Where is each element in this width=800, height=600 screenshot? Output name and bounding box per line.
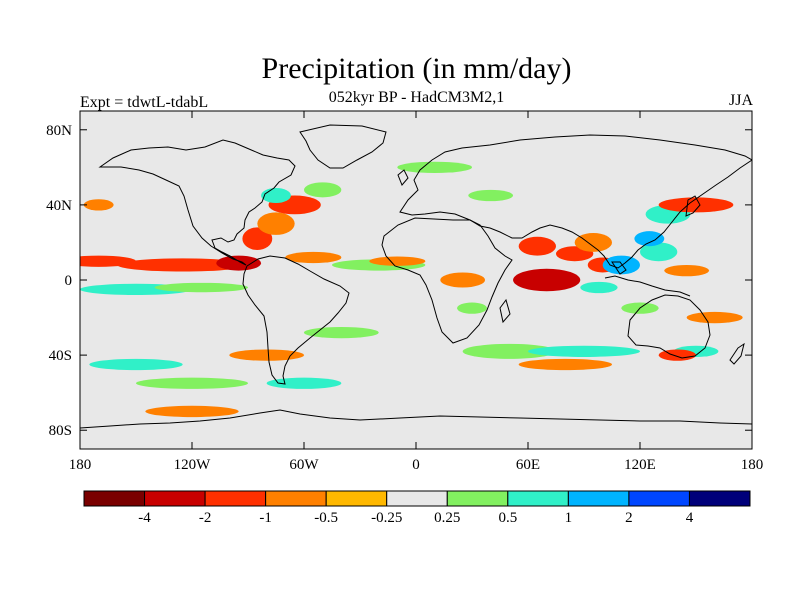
anomaly-region	[574, 233, 612, 252]
anomaly-region	[117, 258, 248, 272]
lon-label: 180	[69, 457, 92, 473]
colorbar-label: 0.5	[498, 510, 517, 526]
anomaly-region	[518, 236, 556, 256]
anomaly-region	[664, 264, 710, 277]
colorbar-swatch	[265, 490, 327, 507]
coast-australia	[627, 294, 711, 359]
anomaly-region	[145, 405, 239, 418]
coast-japan	[685, 195, 701, 217]
colorbar-swatch	[204, 490, 267, 507]
coast-north-america	[98, 139, 296, 266]
anomaly-region	[468, 189, 514, 202]
colorbar-swatch	[83, 490, 146, 507]
anomaly-region	[518, 358, 612, 371]
anomaly-region	[457, 302, 487, 314]
colorbar-swatch	[688, 490, 751, 507]
colorbar-swatch	[446, 490, 509, 507]
anomaly-region	[513, 268, 581, 292]
chart-title: Precipitation (in mm/day)	[261, 52, 572, 85]
colorbar-label: 2	[625, 510, 633, 526]
coast-eurasia	[399, 134, 752, 269]
coast-africa	[381, 217, 513, 344]
anomaly-region	[440, 272, 486, 288]
anomaly-region	[462, 343, 556, 359]
lon-label: 120E	[624, 457, 656, 473]
colorbar-swatch	[325, 490, 388, 507]
latitude-labels: 80N 40N 0 40S 80S	[46, 123, 72, 439]
coast-new-zealand	[729, 342, 745, 365]
anomaly-region	[261, 187, 291, 204]
anomaly-region	[89, 358, 183, 371]
anomaly-region	[658, 349, 696, 361]
anomaly-region	[580, 281, 618, 294]
anomaly-region	[242, 227, 273, 250]
season-label: JJA	[728, 92, 753, 109]
colorbar-label: -4	[138, 510, 151, 526]
colorbar-label: -2	[199, 510, 212, 526]
anomaly-region	[266, 377, 342, 389]
coast-greenland	[299, 124, 387, 169]
map-background	[80, 111, 752, 449]
axis-ticks	[79, 111, 753, 449]
coast-maritime-continent	[604, 261, 691, 297]
colorbar-label: 0.25	[434, 510, 460, 526]
colorbar-swatch	[386, 490, 448, 507]
lat-label: 0	[65, 273, 73, 289]
coast-antarctica	[80, 409, 752, 429]
anomaly-layer	[80, 161, 743, 418]
anomaly-region	[528, 345, 640, 357]
lon-label: 60E	[516, 457, 540, 473]
anomaly-region	[304, 182, 342, 198]
colorbar-label: 4	[686, 510, 694, 526]
colorbar	[83, 490, 751, 507]
anomaly-region	[304, 326, 379, 339]
colorbar-labels: -4 -2 -1 -0.5 -0.25 0.25 0.5 1 2 4	[138, 510, 693, 526]
lat-label: 40N	[46, 198, 72, 214]
coast-south-america	[242, 255, 350, 385]
lat-label: 40S	[49, 348, 72, 364]
anomaly-region	[216, 255, 262, 271]
colorbar-swatch	[567, 490, 630, 507]
longitude-labels: 180 120W 60W 0 60E 120E 180	[69, 457, 764, 473]
coast-madagascar	[499, 298, 511, 324]
colorbar-label: -0.25	[371, 510, 402, 526]
anomaly-region	[658, 197, 734, 213]
anomaly-region	[257, 212, 295, 235]
colorbar-label: -1	[259, 510, 272, 526]
lon-label: 120W	[174, 457, 212, 473]
anomaly-region	[136, 377, 248, 389]
lon-label: 60W	[289, 457, 319, 473]
anomaly-region	[285, 251, 342, 264]
anomaly-region	[640, 242, 678, 262]
experiment-label: Expt = tdwtL-tdabL	[80, 94, 209, 111]
anomaly-region	[229, 349, 304, 361]
lon-label: 180	[741, 457, 764, 473]
lat-label: 80N	[46, 123, 72, 139]
anomaly-region	[397, 161, 472, 173]
lon-label: 0	[412, 457, 420, 473]
lat-label: 80S	[49, 423, 72, 439]
coastlines	[80, 124, 752, 429]
colorbar-swatch	[507, 490, 569, 507]
coast-uk	[397, 169, 409, 186]
anomaly-region	[634, 231, 665, 247]
colorbar-swatch	[144, 490, 206, 507]
colorbar-label: -0.5	[314, 510, 338, 526]
chart-subtitle: 052kyr BP - HadCM3M2,1	[328, 89, 505, 106]
anomaly-region	[369, 256, 426, 266]
anomaly-region	[602, 255, 640, 275]
anomaly-region	[83, 199, 114, 211]
colorbar-label: 1	[565, 510, 573, 526]
anomaly-region	[154, 282, 248, 293]
anomaly-region	[686, 311, 743, 324]
colorbar-swatch	[628, 490, 690, 507]
